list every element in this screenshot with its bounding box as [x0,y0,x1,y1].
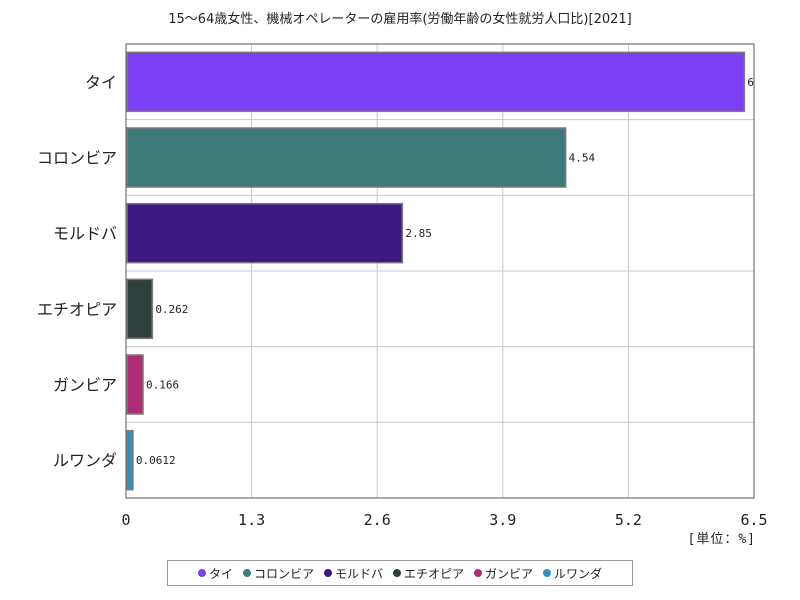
category-label-1: コロンビア [37,149,117,168]
legend-label-4: ガンビア [485,566,534,581]
legend-label-0: タイ [208,566,233,581]
x-tick-label: 0 [121,511,130,529]
legend-marker-2 [323,569,332,577]
legend-label-3: エチオピア [404,566,465,581]
data-label-2: 2.85 [405,227,432,240]
x-tick-label: 2.6 [364,511,391,529]
legend-item-3: エチオピア [393,565,464,582]
x-tick-label: 6.5 [740,511,767,529]
legend-item-5: ルワンダ [543,565,602,582]
category-label-2: モルドバ [53,224,117,243]
legend-label-1: コロンビア [253,566,314,581]
legend-marker-1 [242,569,251,577]
legend-label-5: ルワンダ [554,566,603,581]
legend-marker-0 [197,569,206,577]
legend-item-1: コロンビア [242,565,314,582]
x-tick-label: 3.9 [489,511,516,529]
legend-marker-4 [474,569,483,577]
bar-2 [126,202,404,264]
legend-marker-5 [543,569,552,577]
data-label-1: 4.54 [569,152,596,165]
category-label-4: ガンビア [53,376,117,395]
chart-title: 15～64歳女性、機械オペレーターの雇用率(労働年齢の女性就労人口比)[2021… [168,12,632,27]
bar-3 [126,278,154,340]
plot-border [125,43,755,499]
unit-label: [単位：%] [687,532,756,547]
data-label-0: 6 [747,76,754,89]
category-label-0: タイ [85,73,117,92]
bar-1 [126,127,567,188]
data-label-3: 0.262 [155,303,188,316]
x-tick-label: 1.3 [238,511,265,529]
legend-label-2: モルドバ [334,566,383,581]
legend-marker-3 [393,569,401,577]
category-label-5: ルワンダ [53,451,117,470]
x-tick-label: 5.2 [615,511,642,529]
bar-4 [126,354,144,415]
legend-item-0: タイ [197,565,233,582]
legend-item-4: ガンビア [474,565,533,582]
chart-legend: タイ コロンビア モルドバ エチオピア ガンビア ルワンダ [167,560,633,586]
bar-5 [126,429,134,491]
data-label-5: 0.0612 [136,454,176,467]
data-label-4: 0.166 [146,379,179,392]
category-label-3: エチオピア [37,300,117,319]
bar-0 [126,51,746,113]
legend-item-2: モルドバ [323,565,383,582]
